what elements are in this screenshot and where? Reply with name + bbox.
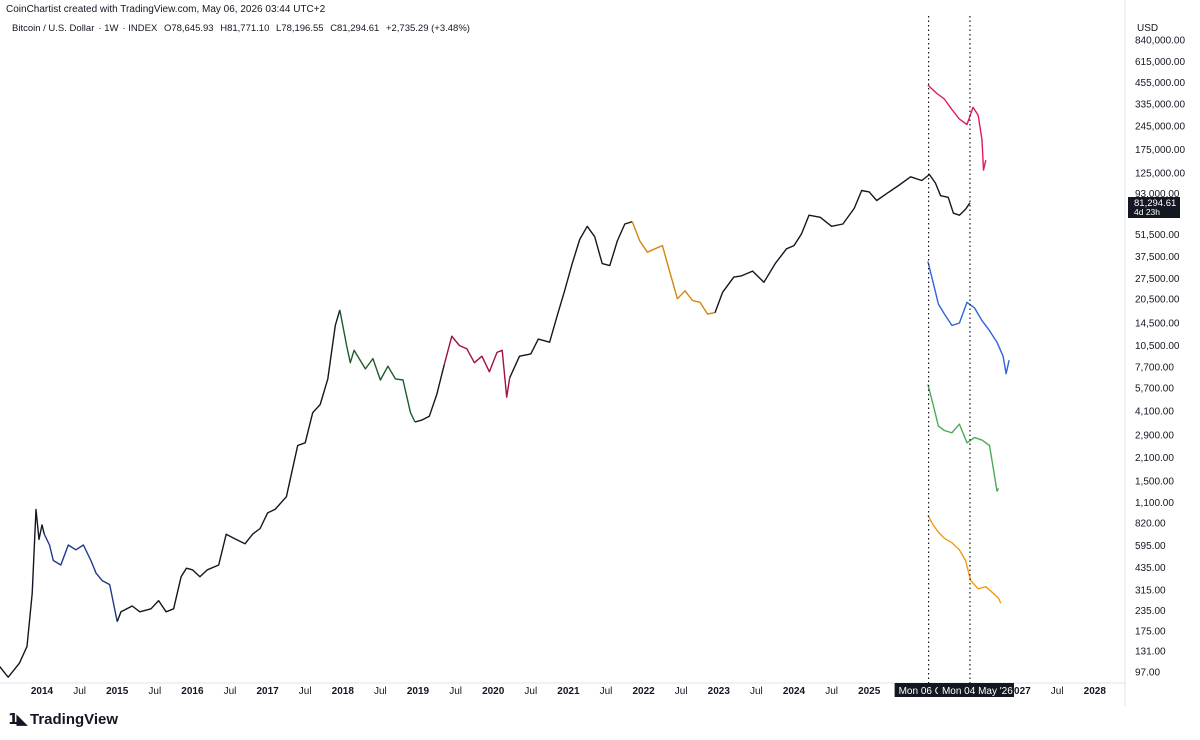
time-tick-label: 2019 [407,686,430,697]
price-tick-label: 245,000.00 [1135,121,1185,132]
time-tick-label: Jul [600,686,613,697]
price-tick-label: 51,500.00 [1135,230,1180,241]
series-layer [0,84,1010,678]
price-tick-label: 27,500.00 [1135,274,1180,285]
price-tick-label: 93,000.00 [1135,189,1180,200]
price-axis[interactable]: USD 840,000.00 615,000.00 455,000.00 335,00… [1135,23,1185,679]
series-line-segment_2018 [339,309,416,423]
price-tick-label: 14,500.00 [1135,318,1180,329]
last-price-value: 81,294.61 [1134,198,1176,209]
time-tick-label: Jul [299,686,312,697]
price-tick-label: 4,100.00 [1135,407,1174,418]
series-line-main [714,173,971,313]
time-tick-label: 2023 [708,686,731,697]
ohlc-change: +2,735.29 (+3.48%) [385,23,470,34]
time-tick-label: 2028 [1084,686,1107,697]
price-tick-label: 125,000.00 [1135,168,1185,179]
series-line-overlay_blue [927,261,1010,375]
ohlc-close: C81,294.61 [330,23,380,34]
price-tick-label: 455,000.00 [1135,78,1185,89]
time-tick-label: Jul [1051,686,1064,697]
time-tick-label: Jul [750,686,763,697]
price-tick-label: 20,500.00 [1135,294,1180,305]
time-tick-label: Jul [524,686,537,697]
series-line-overlay_green [927,384,1000,492]
price-tick-label: 2,100.00 [1135,453,1174,464]
series-line-segment_2021 [631,221,716,315]
chart-credit: CoinChartist created with TradingView.co… [6,4,326,15]
last-price-countdown: 4d 23h [1134,207,1160,217]
price-tick-label: 315.00 [1135,585,1166,596]
time-tick-label: 2022 [632,686,655,697]
time-tick-label: 2024 [783,686,806,697]
symbol-interval: 1W [104,23,119,34]
ohlc-high: H81,771.10 [220,23,270,34]
time-tick-label: 2015 [106,686,129,697]
price-tick-label: 175.00 [1135,626,1166,637]
price-tick-label: 5,700.00 [1135,384,1174,395]
series-line-main [0,508,45,678]
last-price-badge [1128,197,1180,218]
time-tick-label: 2018 [332,686,355,697]
series-line-overlay_orange [927,514,1002,604]
time-tick-label: Jul [675,686,688,697]
symbol-legend: Bitcoin / U.S. Dollar · 1W · INDEX O78,645… [12,23,470,34]
series-line-segment_2019 [443,335,511,398]
symbol-name[interactable]: Bitcoin / U.S. Dollar [12,23,95,34]
time-tick-label: 2025 [858,686,881,697]
symbol-exchange: INDEX [128,23,158,34]
price-tick-label: 7,700.00 [1135,363,1174,374]
series-line-main [414,364,445,423]
price-tick-label: 615,000.00 [1135,57,1185,68]
marker-date-label: Mon 06 O [899,686,943,697]
currency-label: USD [1137,23,1158,34]
price-tick-label: 131.00 [1135,647,1166,658]
price-tick-label: 10,500.00 [1135,341,1180,352]
time-tick-label: Jul [73,686,86,697]
last-price-label: 81,294.61 4d 23h [1128,197,1180,218]
time-axis[interactable]: 2014 Jul 2015 Jul 2016 Jul 2017 Jul 2018 Jul 2019 J… [31,686,1106,697]
time-tick-label: Jul [825,686,838,697]
tradingview-logo-icon: 1◣ [8,710,28,728]
time-tick-label: 2017 [256,686,279,697]
tradingview-brand: TradingView [29,710,119,728]
time-tick-label: Jul [224,686,237,697]
series-line-main [116,309,341,622]
price-tick-label: 335,000.00 [1135,100,1185,111]
tradingview-logo[interactable]: 1◣ TradingView [8,710,118,728]
time-tick-label: 2016 [181,686,204,697]
time-tick-label: Jul [148,686,161,697]
series-line-segment_2014 [43,533,118,622]
price-tick-label: 97.00 [1135,668,1160,679]
marker-date-label: Mon 04 May '26 [942,686,1013,697]
price-tick-label: 2,900.00 [1135,431,1174,442]
time-tick-label: Jul [449,686,462,697]
price-tick-label: 840,000.00 [1135,36,1185,47]
ohlc-open: O78,645.93 [163,23,214,34]
time-tick-label: 2014 [31,686,54,697]
price-tick-label: 435.00 [1135,563,1166,574]
time-tick-label: Jul [374,686,387,697]
time-tick-label: 2021 [557,686,580,697]
ohlc-low: L78,196.55 [276,23,324,34]
price-tick-label: 595.00 [1135,541,1166,552]
price-tick-label: 235.00 [1135,606,1166,617]
price-tick-label: 1,100.00 [1135,498,1174,509]
time-tick-label: 2027 [1008,686,1031,697]
series-line-overlay_pink [927,84,987,171]
marker-date-badge [894,683,941,697]
marker-labels: Mon 06 O Mon 04 May '26 [894,683,1014,697]
price-tick-label: 175,000.00 [1135,145,1185,156]
time-tick-label: 2020 [482,686,505,697]
marker-date-badge [937,683,1014,697]
series-line-main [509,221,633,379]
marker-layer [928,16,971,683]
price-tick-label: 1,500.00 [1135,477,1174,488]
price-tick-label: 37,500.00 [1135,252,1180,263]
price-tick-label: 820.00 [1135,519,1166,530]
